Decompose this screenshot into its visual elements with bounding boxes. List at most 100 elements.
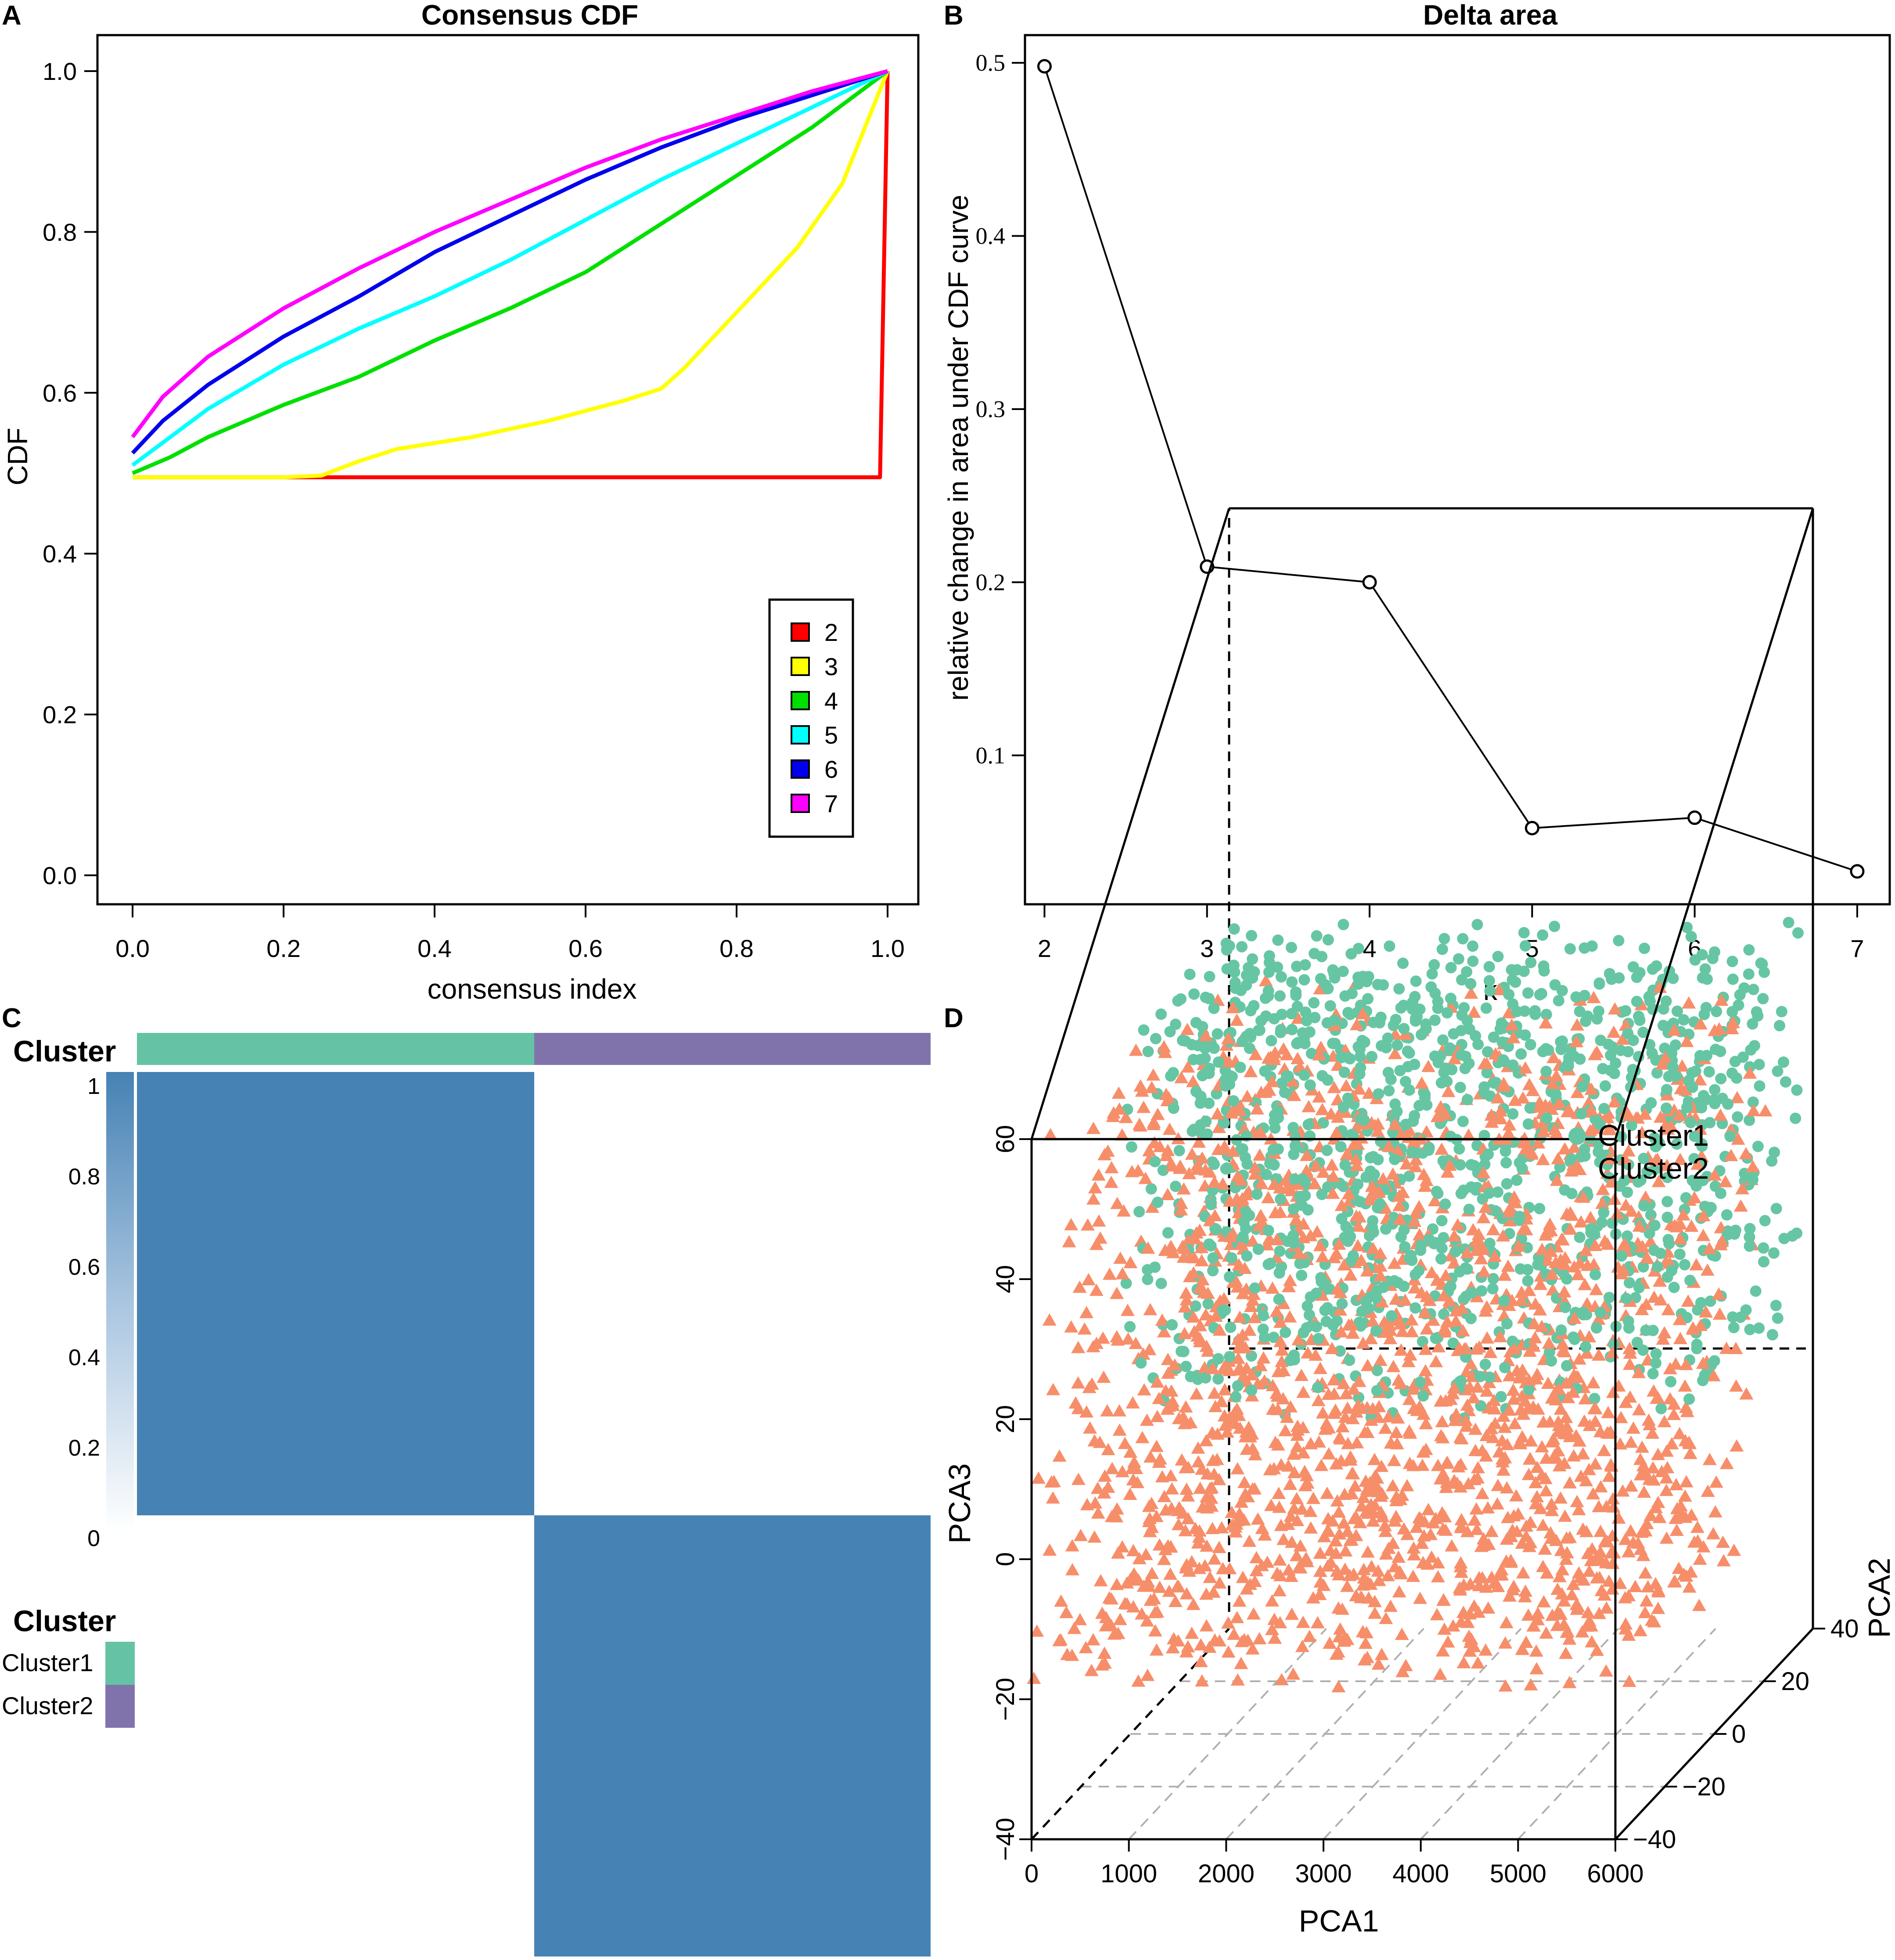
point-cluster1 — [1503, 989, 1515, 1000]
point-cluster2 — [1453, 1583, 1467, 1596]
point-cluster1 — [1273, 1267, 1285, 1279]
point-cluster2 — [1333, 1622, 1348, 1635]
point-cluster2 — [1339, 1079, 1353, 1092]
point-cluster2 — [1118, 1111, 1133, 1123]
point-cluster1 — [1484, 1237, 1496, 1249]
point-cluster1 — [1561, 1360, 1573, 1372]
point-cluster2 — [1325, 1158, 1339, 1171]
point-cluster2 — [1387, 1256, 1402, 1269]
point-cluster2 — [1390, 1437, 1404, 1449]
point-cluster1 — [1661, 1084, 1672, 1096]
point-cluster2 — [1403, 1348, 1417, 1361]
point-cluster2 — [1694, 1319, 1708, 1331]
point-cluster2 — [1379, 1611, 1393, 1624]
point-cluster2 — [1498, 1636, 1513, 1649]
point-cluster2 — [1453, 1560, 1468, 1572]
point-cluster1 — [1157, 1165, 1169, 1176]
point-cluster1 — [1631, 971, 1643, 983]
point-cluster1 — [1535, 988, 1547, 1000]
point-cluster1 — [1225, 1321, 1237, 1333]
point-cluster1 — [1753, 1059, 1765, 1070]
colorbar-tick-label: 0 — [87, 1526, 100, 1551]
point-cluster2 — [1420, 1557, 1435, 1570]
point-cluster2 — [1365, 1180, 1379, 1192]
point-cluster2 — [1693, 1073, 1707, 1086]
point-cluster1 — [1317, 1117, 1329, 1129]
point-cluster1 — [1661, 1196, 1673, 1208]
point-cluster2 — [1310, 1616, 1325, 1629]
point-cluster2 — [1172, 1501, 1187, 1514]
point-cluster2 — [1712, 1287, 1726, 1300]
point-cluster1 — [1145, 1183, 1157, 1195]
point-cluster2 — [1469, 1502, 1484, 1515]
point-cluster1 — [1344, 1354, 1356, 1366]
point-cluster2 — [1507, 1579, 1521, 1592]
y-tick-label: 20 — [1781, 1667, 1810, 1696]
point-cluster2 — [1347, 1137, 1361, 1150]
point-cluster2 — [1142, 1579, 1156, 1592]
point-cluster1 — [1492, 1186, 1503, 1198]
point-cluster1 — [1541, 1112, 1553, 1124]
point-cluster2 — [1649, 1153, 1663, 1166]
point-cluster2 — [1610, 1207, 1625, 1219]
point-cluster1 — [1244, 1043, 1255, 1054]
point-cluster2 — [1306, 1492, 1320, 1504]
point-cluster2 — [1110, 1330, 1124, 1342]
point-cluster2 — [1546, 1051, 1561, 1063]
point-cluster1 — [1748, 984, 1759, 995]
point-cluster1 — [1483, 1187, 1495, 1199]
annotation-bar-cluster2 — [534, 1033, 931, 1065]
point-cluster2 — [1529, 1662, 1544, 1675]
point-cluster2 — [1153, 1580, 1167, 1593]
point-cluster2 — [1438, 1269, 1453, 1281]
point-cluster1 — [1296, 1270, 1308, 1281]
point-cluster2 — [1459, 1419, 1474, 1432]
point-cluster2 — [1153, 1140, 1167, 1152]
point-cluster1 — [1698, 1009, 1710, 1020]
point-cluster1 — [1479, 1359, 1491, 1370]
x-tick-label: 1.0 — [870, 935, 905, 962]
point-cluster2 — [1618, 1622, 1633, 1635]
point-cluster1 — [1301, 1015, 1312, 1027]
point-cluster2 — [1407, 1382, 1421, 1395]
point-cluster2 — [1193, 1319, 1207, 1331]
point-cluster2 — [1665, 1437, 1679, 1449]
point-cluster2 — [1258, 1528, 1272, 1541]
point-cluster1 — [1515, 1048, 1527, 1060]
point-cluster2 — [1367, 1595, 1382, 1608]
point-cluster2 — [1147, 1115, 1161, 1128]
point-cluster2 — [1576, 1522, 1590, 1535]
grid-line-x — [1420, 1628, 1619, 1840]
point-cluster2 — [1079, 1305, 1094, 1318]
point-cluster1 — [1322, 983, 1334, 995]
point-cluster2 — [1237, 1513, 1251, 1526]
point-cluster2 — [1158, 1244, 1172, 1256]
point-cluster2 — [1218, 1383, 1232, 1395]
point-cluster2 — [1696, 1540, 1711, 1553]
point-cluster1 — [1679, 1259, 1690, 1271]
point-cluster1 — [1398, 1023, 1410, 1035]
point-cluster1 — [1774, 1020, 1785, 1032]
point-cluster2 — [1571, 1600, 1586, 1612]
chart-a-x-axis: 0.0 0.2 0.4 0.6 0.8 1.0 — [115, 903, 905, 962]
point-cluster2 — [1193, 1482, 1208, 1494]
point-cluster1 — [1661, 1172, 1673, 1183]
point-cluster2 — [1381, 1410, 1395, 1423]
point-cluster2 — [1441, 1085, 1456, 1097]
point-cluster2 — [1086, 1340, 1100, 1352]
point-cluster1 — [1668, 1018, 1679, 1029]
point-cluster2 — [1318, 1422, 1333, 1435]
point-cluster2 — [1212, 1121, 1226, 1133]
point-cluster2 — [1669, 1524, 1684, 1536]
point-cluster2 — [1349, 1405, 1363, 1418]
point-cluster2 — [1205, 1521, 1219, 1534]
y-tick-label: 0.6 — [43, 379, 77, 407]
point-cluster1 — [1525, 1102, 1536, 1114]
point-cluster2 — [1624, 1204, 1639, 1217]
point-cluster2 — [1654, 1110, 1668, 1123]
point-cluster1 — [1494, 1023, 1506, 1035]
point-cluster1 — [1405, 1249, 1417, 1261]
point-cluster1 — [1371, 1365, 1383, 1376]
point-cluster1 — [1263, 950, 1275, 962]
